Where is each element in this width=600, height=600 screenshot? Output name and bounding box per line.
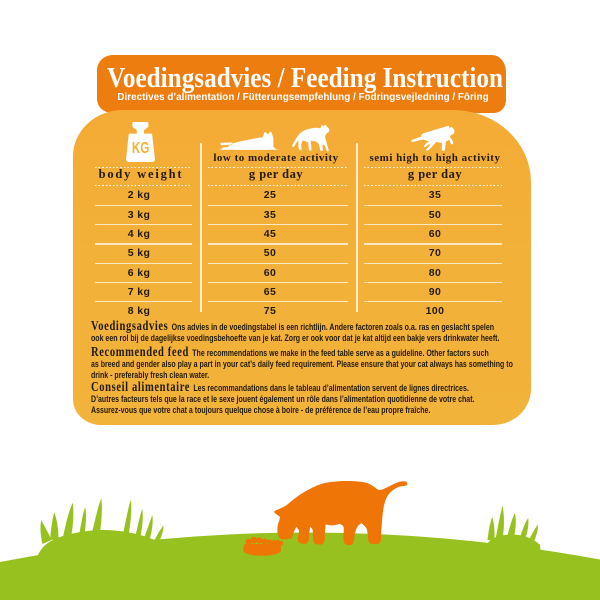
svg-text:KG: KG <box>132 140 150 157</box>
